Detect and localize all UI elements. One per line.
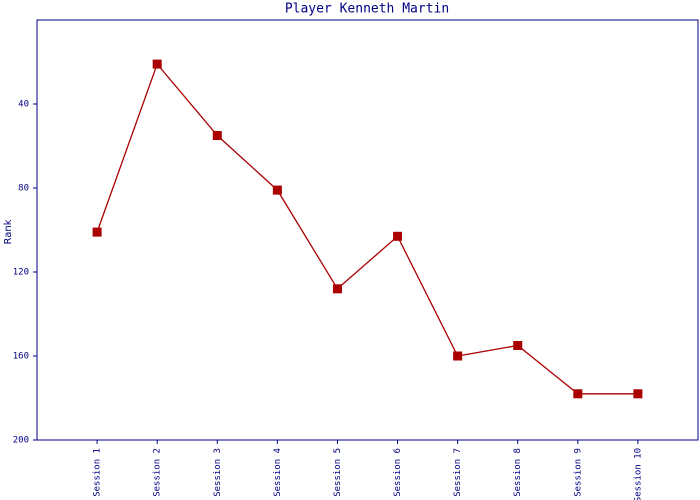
series-line [96, 62, 638, 395]
x-tick-label: Session 9 [573, 448, 583, 497]
x-tick-label: Session 3 [213, 448, 223, 497]
chart-title: Player Kenneth Martin [285, 2, 449, 17]
y-axis-label: Rank [3, 219, 14, 244]
x-tick-label: Session 6 [393, 448, 403, 497]
point-marker [513, 341, 523, 350]
x-tick-label: Session 5 [333, 448, 343, 497]
point-marker [393, 231, 403, 241]
point-marker [573, 389, 583, 399]
x-tick-label: Session 8 [513, 448, 523, 497]
point-marker [453, 351, 463, 361]
x-tick-label: Session 4 [273, 448, 283, 497]
x-tick-label: Session 1 [93, 448, 103, 497]
y-tick-label: 160 [13, 352, 29, 362]
point-marker [332, 284, 342, 294]
x-tick-label: Session 7 [453, 448, 463, 497]
point-marker [212, 131, 222, 140]
point-marker [272, 185, 282, 195]
point-marker [92, 227, 102, 237]
x-tick-label: Session 10 [633, 448, 643, 500]
point-marker [633, 389, 643, 399]
x-tick-label: Session 2 [153, 448, 163, 497]
y-tick-label: 200 [13, 436, 29, 446]
y-tick-label: 40 [18, 100, 29, 110]
y-tick-label: 120 [13, 268, 29, 278]
point-marker [152, 59, 162, 69]
y-tick-label: 80 [18, 184, 29, 194]
plot-frame [36, 19, 699, 441]
